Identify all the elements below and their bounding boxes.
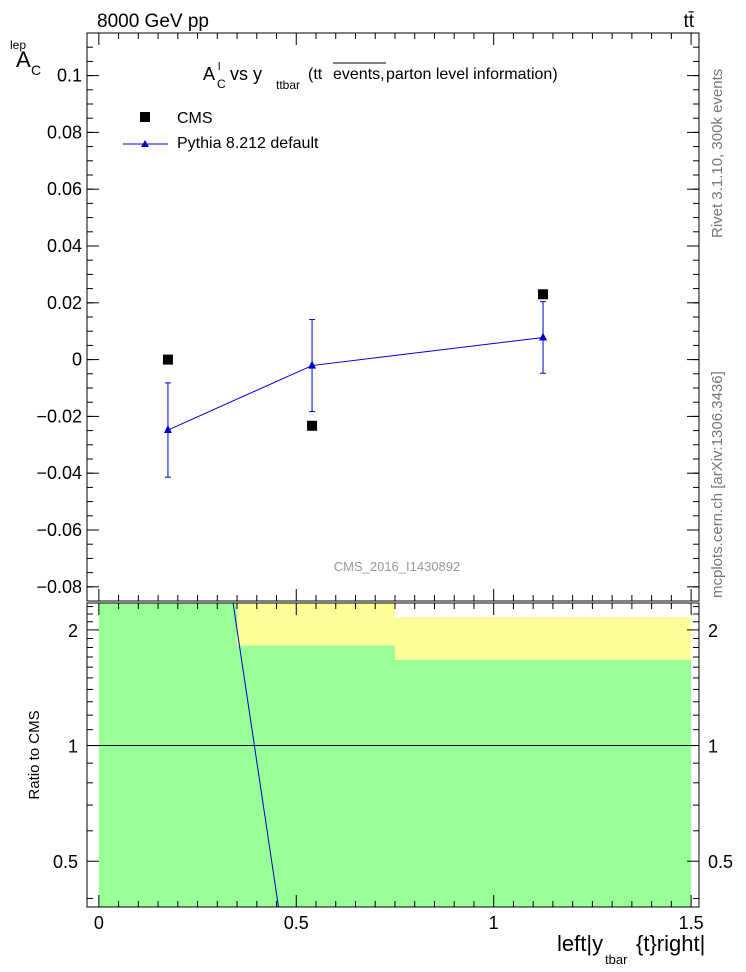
- main-y-tick-label: 0.1: [57, 66, 82, 86]
- energy-label: 8000 GeV pp: [97, 11, 209, 32]
- rivet-label: Rivet 3.1.10, 300k events: [709, 69, 726, 238]
- main-y-tick-label: 0.04: [47, 236, 82, 256]
- mc-series: [163, 301, 548, 478]
- ratio-bands: [98, 603, 692, 907]
- ratio-y-axis: 0.5 0.5 1 1 2 2: [53, 606, 733, 899]
- legend-cms-marker: [140, 112, 150, 122]
- title-tt: (tt: [308, 66, 323, 83]
- cms-data-point: [162, 354, 173, 365]
- title-sub2: ttbar: [276, 78, 300, 92]
- title-mid: vs y: [230, 64, 262, 84]
- title-rest: parton level information): [386, 66, 558, 83]
- mc-point: [539, 332, 548, 341]
- x-label-pre: left|y: [557, 931, 603, 956]
- legend-cms-label: CMS: [177, 110, 213, 127]
- ratio-band-inner: [98, 603, 238, 907]
- main-y-tick-label: −0.02: [36, 406, 82, 426]
- y-label-main: A: [16, 47, 31, 72]
- ratio-x-tick-label: 1: [489, 913, 499, 933]
- main-y-tick-label: 0.06: [47, 179, 82, 199]
- main-y-tick-label: −0.04: [36, 463, 82, 483]
- title-sup: l: [218, 61, 220, 73]
- ratio-y-label: Ratio to CMS: [26, 710, 43, 799]
- ratio-y-tick-label-right: 0.5: [708, 852, 733, 872]
- x-label-sub: tbar: [605, 952, 628, 967]
- mc-line: [167, 336, 544, 431]
- main-panel: 0.1 0.08 0.06 0.04 0.02 0 −0.02 −0.04 −0.06 −0.08…: [10, 32, 700, 602]
- data-series: [162, 289, 549, 431]
- ratio-y-tick-label: 0.5: [53, 852, 78, 872]
- ratio-y-tick-label-right: 1: [708, 737, 718, 757]
- title-over: events,: [333, 66, 385, 83]
- cms-data-point: [307, 420, 318, 431]
- process-label: tt̄: [683, 11, 694, 32]
- chart-title: A l C vs y ttbar (tt events, parton leve…: [203, 61, 558, 92]
- main-y-tick-label: 0.02: [47, 293, 82, 313]
- analysis-watermark: CMS_2016_I1430892: [334, 559, 461, 574]
- mcplots-label: mcplots.cern.ch [arXiv:1306.3436]: [709, 371, 726, 598]
- legend-mc-marker: [141, 140, 149, 147]
- legend: CMS Pythia 8.212 default: [123, 110, 319, 152]
- main-y-tick-label: −0.08: [36, 577, 82, 597]
- cms-data-point: [538, 289, 549, 300]
- ratio-band-inner: [237, 645, 395, 907]
- ratio-band-inner: [394, 659, 692, 907]
- mc-point: [308, 360, 317, 369]
- ratio-x-tick-label: 0.5: [284, 913, 309, 933]
- title-a: A: [203, 64, 215, 84]
- ratio-y-tick-label: 2: [68, 621, 78, 641]
- main-y-tick-label: 0.08: [47, 122, 82, 142]
- main-x-ticks: [98, 33, 692, 601]
- title-sub: C: [217, 77, 226, 91]
- ratio-frame: [86, 602, 700, 908]
- ratio-x-label: left|y tbar {t}right|: [557, 931, 705, 967]
- y-label-sub: C: [31, 62, 41, 78]
- ratio-x-axis: 0 0.5 1 1.5: [94, 603, 704, 933]
- ratio-mc-line: [232, 602, 279, 908]
- x-label-post: {t}right|: [636, 931, 705, 956]
- ratio-y-tick-label-right: 2: [708, 621, 718, 641]
- ratio-x-tick-label: 1.5: [679, 913, 704, 933]
- y-label-sup: lep: [10, 38, 26, 52]
- main-y-tick-label: 0: [72, 350, 82, 370]
- main-y-label: A C lep: [10, 38, 41, 78]
- ratio-y-tick-label: 1: [68, 737, 78, 757]
- legend-mc-label: Pythia 8.212 default: [177, 135, 319, 152]
- mc-point: [163, 425, 172, 434]
- main-y-tick-label: −0.06: [36, 520, 82, 540]
- ratio-panel: 0.5 0.5 1 1 2 2 0 0.5 1 1.5 Ratio to CMS left|y …: [26, 602, 733, 967]
- ratio-x-tick-label: 0: [94, 913, 104, 933]
- main-y-axis: 0.1 0.08 0.06 0.04 0.02 0 −0.02 −0.04 −0.06 −0.08: [36, 46, 699, 602]
